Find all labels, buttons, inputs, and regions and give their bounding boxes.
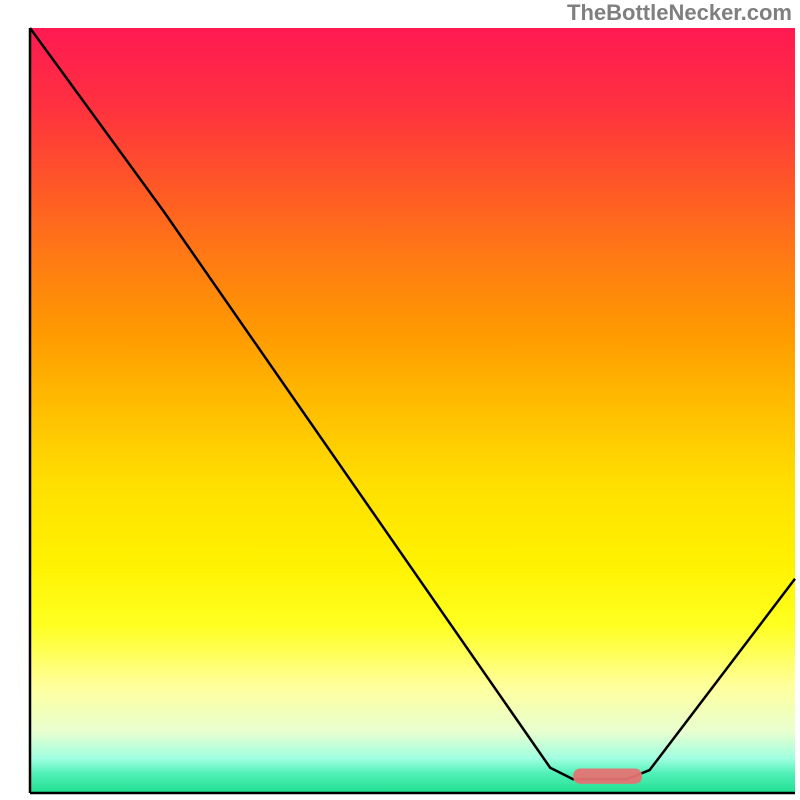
- optimal-range-marker: [573, 769, 642, 784]
- watermark-text: TheBottleNecker.com: [567, 0, 792, 26]
- bottleneck-chart: TheBottleNecker.com: [0, 0, 800, 800]
- chart-svg: [0, 0, 800, 800]
- plot-background: [30, 28, 795, 793]
